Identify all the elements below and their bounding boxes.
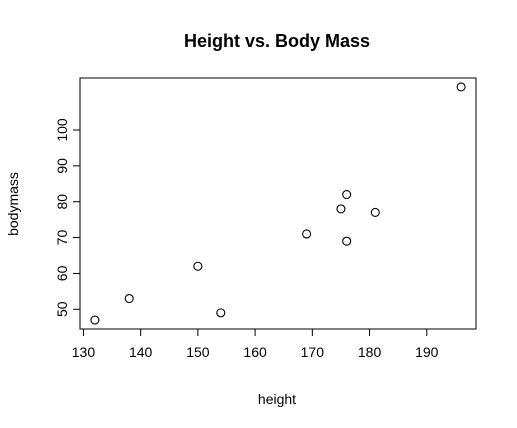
y-tick-label: 100 (54, 118, 70, 142)
x-tick-label: 180 (358, 344, 382, 360)
chart-title: Height vs. Body Mass (184, 31, 370, 51)
x-tick-label: 190 (415, 344, 439, 360)
data-point (342, 189, 352, 200)
y-axis: 50 60 70 80 90 100 (54, 118, 81, 317)
y-tick-label: 90 (54, 158, 70, 174)
data-point (456, 82, 466, 92)
x-tick-label: 160 (243, 344, 267, 360)
data-point (124, 293, 134, 304)
data-point (336, 204, 346, 214)
plot-frame (79, 77, 477, 330)
x-tick-label: 150 (186, 344, 210, 360)
y-axis-label: bodymass (5, 172, 21, 236)
data-point (90, 315, 100, 325)
y-tick-label: 80 (54, 194, 70, 210)
data-point (370, 207, 380, 218)
y-tick-label: 70 (54, 230, 70, 246)
x-tick-label: 140 (129, 344, 153, 360)
data-point (342, 236, 352, 246)
x-tick-label: 130 (72, 344, 96, 360)
data-points (90, 82, 466, 325)
y-tick-label: 50 (54, 301, 70, 317)
x-axis: 130 140 150 160 170 180 190 (72, 328, 439, 360)
data-point (302, 229, 312, 239)
data-point (193, 261, 203, 271)
x-tick-label: 170 (301, 344, 325, 360)
y-tick-label: 60 (54, 265, 70, 281)
data-point (216, 308, 226, 318)
x-axis-label: height (258, 391, 296, 407)
